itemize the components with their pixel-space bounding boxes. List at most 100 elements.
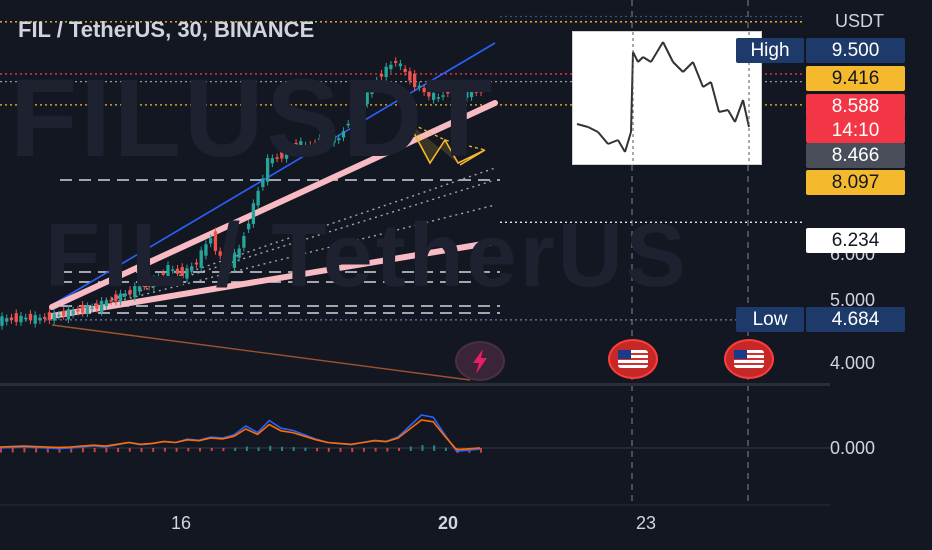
inset-price-segment xyxy=(587,126,599,133)
candle-body xyxy=(379,73,384,77)
candle-body xyxy=(152,278,156,287)
candle-body xyxy=(284,148,289,159)
candle-body xyxy=(275,157,279,159)
histogram-bar xyxy=(245,446,248,451)
oscillator-tick-0: 0.000 xyxy=(830,438,876,458)
candle-body xyxy=(431,92,436,100)
candle-body xyxy=(161,273,165,275)
candle-body xyxy=(118,293,123,302)
inset-price-segment xyxy=(630,51,634,133)
candle-body xyxy=(436,97,441,99)
candle-body xyxy=(166,265,170,279)
price-tick-5: 5.000 xyxy=(830,290,876,310)
last-price-tag: 8.588 xyxy=(806,94,905,119)
candle-body xyxy=(294,142,298,145)
candle-body xyxy=(232,252,237,268)
histogram-bar xyxy=(70,448,73,453)
lightning-event-icon[interactable] xyxy=(455,341,505,381)
candle-body xyxy=(47,312,52,321)
candle-body xyxy=(427,88,431,97)
histogram-bar xyxy=(316,448,319,452)
inset-price-segment xyxy=(637,56,644,63)
countdown-tag: 14:10 xyxy=(806,118,905,143)
candle-body xyxy=(246,223,251,230)
histogram-bar xyxy=(269,445,272,451)
candle-body xyxy=(99,300,104,312)
histogram-bar xyxy=(339,448,342,452)
candle-body xyxy=(341,131,346,138)
support-trend-line xyxy=(51,324,471,381)
candle-body xyxy=(469,92,474,98)
candle-body xyxy=(199,250,203,268)
histogram-bar xyxy=(11,448,14,453)
candle-body xyxy=(0,316,4,326)
pane-divider xyxy=(0,383,830,386)
candle-body xyxy=(109,300,113,302)
histogram-bar xyxy=(152,448,155,452)
histogram-bar xyxy=(433,445,436,451)
histogram-bar xyxy=(222,448,225,452)
candle-body xyxy=(412,73,417,88)
candle-body xyxy=(327,132,331,140)
low-value-tag: 4.684 xyxy=(806,307,905,332)
histogram-bar xyxy=(398,448,401,451)
histogram-bar xyxy=(444,447,447,451)
histogram-bar xyxy=(280,446,283,451)
time-label-16: 16 xyxy=(171,513,192,533)
inset-price-segment xyxy=(624,131,632,153)
candle-body xyxy=(61,310,66,316)
candle-body xyxy=(90,307,94,309)
histogram-bar xyxy=(257,447,260,451)
candle-body xyxy=(318,138,322,149)
us-flag-event-icon[interactable] xyxy=(608,339,658,379)
watermark-symbol: FILUSDT xyxy=(10,57,496,180)
candle-body xyxy=(5,318,9,322)
inset-price-segment xyxy=(597,131,609,145)
inset-price-segment xyxy=(632,51,639,63)
candle-body xyxy=(280,151,284,159)
candle-body xyxy=(417,85,422,88)
candle-body xyxy=(147,279,151,287)
histogram-bar xyxy=(351,448,354,453)
candle-body xyxy=(332,134,336,143)
histogram-bar xyxy=(81,448,84,453)
currency-label: USDT xyxy=(835,11,884,31)
inset-price-segment xyxy=(650,41,664,63)
candle-body xyxy=(303,145,308,148)
inset-price-segment xyxy=(718,109,729,113)
signal-line xyxy=(0,419,481,451)
histogram-bar xyxy=(304,447,307,451)
candle-body xyxy=(218,251,222,256)
inset-price-segment xyxy=(692,61,704,88)
candle-body xyxy=(441,95,445,97)
candle-body xyxy=(289,146,293,151)
candle-body xyxy=(123,293,127,296)
candle-body xyxy=(308,144,312,150)
histogram-bar xyxy=(386,448,389,452)
candle-body xyxy=(242,236,246,248)
candle-body xyxy=(322,136,327,141)
inset-price-segment xyxy=(710,81,720,113)
inset-price-segment xyxy=(682,61,694,73)
harmonic-pattern-guide xyxy=(407,121,486,151)
candle-body xyxy=(422,87,426,93)
candle-body xyxy=(104,300,109,307)
inset-price-segment xyxy=(607,139,619,145)
candle-body xyxy=(337,138,341,141)
wedge-lower-line xyxy=(49,239,498,319)
macd-line xyxy=(0,414,481,453)
candle-body xyxy=(223,258,227,269)
histogram-bar xyxy=(362,448,365,452)
low-label-tag: Low xyxy=(736,307,804,332)
candle-body xyxy=(28,313,33,321)
inset-price-segment xyxy=(672,61,684,73)
candle-body xyxy=(313,143,317,149)
candle-body xyxy=(66,309,71,320)
us-flag-event-icon[interactable] xyxy=(724,339,774,379)
fan-line xyxy=(59,179,496,317)
histogram-bar xyxy=(480,448,482,453)
candle-body xyxy=(455,85,459,89)
level-tag-8466: 8.466 xyxy=(806,143,905,168)
candle-body xyxy=(384,66,388,77)
candle-body xyxy=(175,268,180,274)
